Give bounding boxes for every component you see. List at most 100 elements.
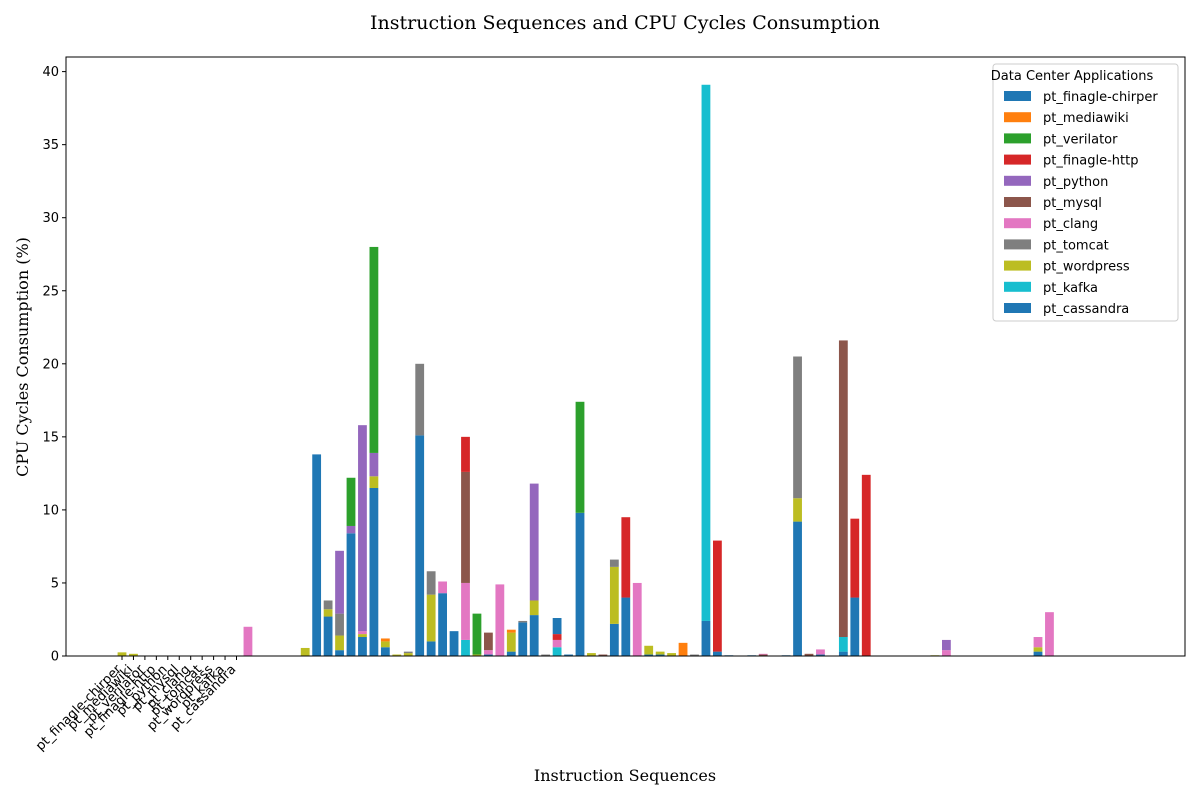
bar-segment-pt-finagle-http — [713, 540, 722, 652]
bar-segment-pt-mysql — [598, 654, 608, 656]
bar-segment-pt-verilator — [472, 613, 482, 655]
bar-segment-pt-clang — [438, 581, 447, 594]
bar-segment-pt-python — [358, 425, 367, 632]
bar-segment-pt-python — [369, 452, 379, 477]
y-tick-label: 20 — [42, 357, 59, 372]
bar-segment-pt-tomcat — [415, 363, 425, 436]
bar-segment-pt-wordpress — [300, 647, 310, 656]
bar-segment-pt-clang — [758, 653, 768, 655]
bar-segment-pt-finagle-chirper — [449, 631, 459, 656]
y-tick-label: 30 — [42, 211, 59, 226]
bar-segment-pt-tomcat — [426, 571, 436, 595]
bar-segment-pt-finagle-chirper — [529, 615, 539, 656]
bar-segment-pt-verilator — [346, 477, 356, 526]
bar-segment-pt-wordpress — [117, 652, 127, 656]
bar-segment-pt-mysql — [804, 653, 814, 656]
bar-segment-pt-mediawiki — [506, 629, 516, 633]
bar-segment-pt-finagle-chirper — [701, 620, 711, 656]
bar-segment-pt-wordpress — [403, 653, 413, 656]
bar-segment-pt-kafka — [838, 637, 848, 652]
bar-segment-pt-mysql — [461, 471, 470, 583]
bar-segment-pt-finagle-http — [461, 436, 470, 472]
bar-segment-pt-wordpress — [392, 654, 402, 656]
legend-swatch — [1004, 175, 1031, 186]
bar-segment-pt-finagle-chirper — [644, 654, 654, 656]
bar-segment-pt-python — [529, 483, 539, 601]
legend-swatch — [1004, 303, 1031, 313]
bar-segment-pt-finagle-http — [621, 517, 631, 598]
bar-segment-pt-python — [942, 639, 951, 651]
legend-swatch — [1004, 154, 1031, 165]
bar-segment-pt-wordpress — [129, 653, 138, 656]
bar-segment-pt-mysql — [484, 632, 493, 651]
bar-segment-pt-kafka — [552, 647, 562, 656]
bar-segment-pt-wordpress — [380, 641, 390, 648]
bar-segment-pt-finagle-chirper — [426, 641, 436, 656]
bar-segment-pt-tomcat — [335, 613, 344, 636]
bar-segment-pt-finagle-http — [850, 518, 860, 598]
bar-segment-pt-wordpress — [609, 566, 619, 624]
bar-segment-pt-finagle-chirper — [793, 521, 802, 656]
bar-segment-pt-finagle-chirper — [506, 651, 516, 656]
bar-segment-pt-finagle-http — [552, 634, 562, 640]
y-tick-label: 15 — [42, 430, 59, 445]
bar-segment-pt-verilator — [575, 401, 585, 513]
legend-label: pt_tomcat — [1043, 238, 1109, 253]
y-tick-label: 25 — [42, 284, 59, 299]
y-tick-label: 40 — [42, 65, 59, 80]
legend-label: pt_cassandra — [1043, 302, 1129, 317]
bar-segment-pt-tomcat — [403, 651, 413, 654]
bar-segment-pt-finagle-chirper — [838, 651, 848, 656]
legend-swatch — [1004, 281, 1031, 292]
legend-swatch — [1004, 197, 1031, 207]
legend-swatch — [1004, 91, 1031, 101]
bar-segment-pt-wordpress — [793, 498, 802, 522]
bar-segment-pt-clang — [495, 584, 505, 656]
bar-segment-pt-kafka — [701, 84, 711, 621]
bar-segment-pt-mysql — [838, 340, 848, 638]
legend-swatch — [1004, 218, 1031, 229]
bar-segment-pt-python — [346, 525, 356, 534]
legend-swatch — [1004, 133, 1031, 144]
bar-segment-pt-finagle-chirper — [323, 616, 333, 656]
bar-segment-pt-finagle-chirper — [552, 618, 562, 635]
bar-segment-pt-finagle-chirper — [575, 512, 585, 656]
legend-label: pt_finagle-chirper — [1043, 90, 1158, 105]
chart-title: Instruction Sequences and CPU Cycles Con… — [370, 12, 880, 34]
legend-label: pt_kafka — [1043, 281, 1098, 296]
bar-segment-pt-wordpress — [1033, 647, 1043, 652]
legend-label: pt_python — [1043, 175, 1108, 190]
legend-label: pt_wordpress — [1043, 260, 1130, 275]
bar-segment-pt-kafka — [461, 639, 470, 656]
bar-segment-pt-clang — [484, 650, 493, 655]
legend: Data Center Applications pt_finagle-chir… — [991, 63, 1179, 322]
legend-title: Data Center Applications — [991, 69, 1154, 84]
bar-segment-pt-mediawiki — [380, 638, 390, 642]
legend-swatch — [1004, 239, 1031, 250]
bar-segment-pt-clang — [358, 631, 367, 635]
y-tick-label: 35 — [42, 138, 59, 153]
legend-label: pt_verilator — [1043, 132, 1118, 147]
bar-segment-pt-finagle-chirper — [518, 622, 528, 656]
bar-segment-pt-wordpress — [426, 594, 436, 642]
bar-segment-pt-finagle-chirper — [713, 651, 722, 656]
bar-segment-pt-finagle-chirper — [358, 637, 367, 656]
bar-segment-pt-finagle-chirper — [564, 654, 573, 656]
y-tick-label: 10 — [42, 503, 59, 518]
bar-segment-pt-wordpress — [644, 645, 654, 655]
bar-segment-pt-finagle-chirper — [369, 487, 379, 656]
bar-segment-pt-tomcat — [323, 600, 333, 610]
bar-segment-pt-wordpress — [358, 634, 367, 638]
bar-segment-pt-tomcat — [518, 620, 528, 623]
bar-segment-pt-wordpress — [529, 600, 539, 616]
x-axis-label: Instruction Sequences — [534, 766, 716, 785]
plot-frame — [65, 56, 1186, 657]
bar-segment-pt-wordpress — [369, 476, 379, 488]
bar-segment-pt-finagle-chirper — [816, 654, 825, 656]
bar-segment-pt-finagle-chirper — [655, 654, 665, 656]
bar-segment-pt-wordpress — [472, 654, 482, 656]
legend-label: pt_clang — [1043, 217, 1098, 232]
bar-segment-pt-finagle-chirper — [415, 435, 425, 656]
bar-segment-pt-clang — [942, 650, 951, 656]
